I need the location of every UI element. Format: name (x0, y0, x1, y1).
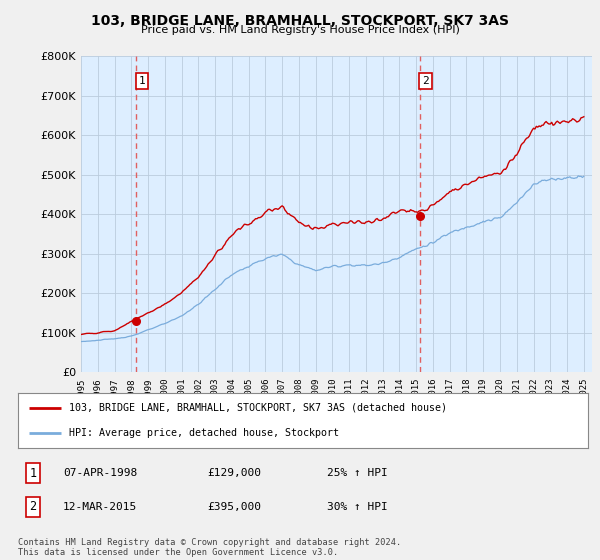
Text: 30% ↑ HPI: 30% ↑ HPI (327, 502, 388, 512)
Text: £395,000: £395,000 (207, 502, 261, 512)
Text: 25% ↑ HPI: 25% ↑ HPI (327, 468, 388, 478)
Text: 1: 1 (139, 76, 145, 86)
Text: 07-APR-1998: 07-APR-1998 (63, 468, 137, 478)
Text: 2: 2 (422, 76, 429, 86)
Text: Contains HM Land Registry data © Crown copyright and database right 2024.
This d: Contains HM Land Registry data © Crown c… (18, 538, 401, 557)
Text: £129,000: £129,000 (207, 468, 261, 478)
Text: Price paid vs. HM Land Registry's House Price Index (HPI): Price paid vs. HM Land Registry's House … (140, 25, 460, 35)
Text: 1: 1 (29, 466, 37, 480)
Text: 2: 2 (29, 500, 37, 514)
Text: 103, BRIDGE LANE, BRAMHALL, STOCKPORT, SK7 3AS: 103, BRIDGE LANE, BRAMHALL, STOCKPORT, S… (91, 14, 509, 28)
Text: 103, BRIDGE LANE, BRAMHALL, STOCKPORT, SK7 3AS (detached house): 103, BRIDGE LANE, BRAMHALL, STOCKPORT, S… (70, 403, 448, 413)
Text: HPI: Average price, detached house, Stockport: HPI: Average price, detached house, Stoc… (70, 428, 340, 438)
Text: 12-MAR-2015: 12-MAR-2015 (63, 502, 137, 512)
